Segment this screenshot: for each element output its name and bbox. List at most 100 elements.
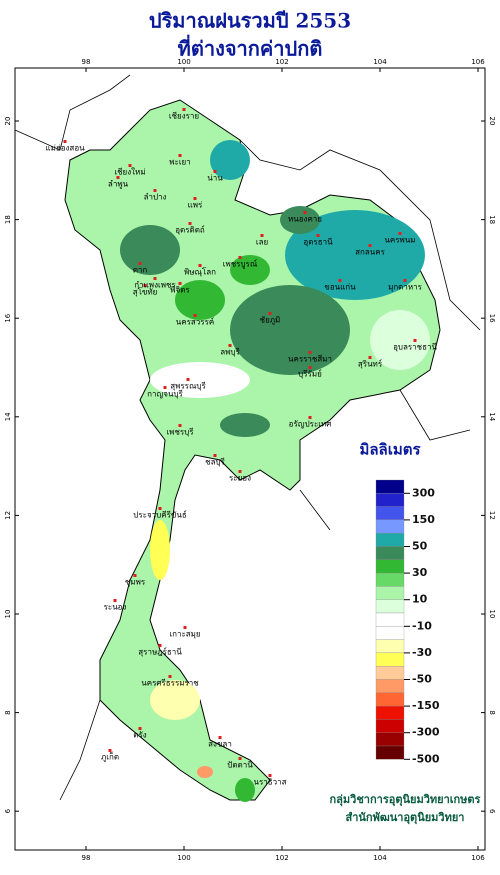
legend-swatch bbox=[375, 679, 405, 693]
place-label: ลำพูน bbox=[108, 180, 129, 190]
lat-label: 8 bbox=[488, 710, 496, 714]
legend-swatch bbox=[375, 586, 405, 600]
legend-label: 10 bbox=[412, 593, 428, 606]
credit: สำนักพัฒนาอุตุนิยมวิทยา bbox=[346, 811, 465, 825]
legend-swatch bbox=[375, 639, 405, 654]
lon-label: 104 bbox=[373, 58, 387, 66]
lat-label: 14 bbox=[4, 412, 12, 421]
place-label: นครสวรรค์ bbox=[176, 317, 214, 327]
legend-swatch bbox=[375, 719, 405, 733]
place-label: อุตรดิตถ์ bbox=[175, 225, 205, 235]
legend-label: 150 bbox=[412, 513, 435, 526]
place-label: ชลบุรี bbox=[205, 458, 225, 467]
station bbox=[193, 314, 197, 317]
station bbox=[128, 164, 132, 167]
legend-swatch bbox=[375, 745, 405, 760]
legend-swatch bbox=[375, 493, 405, 507]
place-label: ภูเก็ต bbox=[101, 752, 119, 763]
place-label: แพร่ bbox=[188, 201, 203, 210]
place-label: สกลนคร bbox=[355, 248, 385, 257]
lat-label: 6 bbox=[4, 808, 12, 813]
place-label: พิษณุโลก bbox=[184, 267, 216, 277]
place-label: ประจวบคีรีขันธ์ bbox=[133, 510, 187, 520]
place-label: ตรัง bbox=[133, 731, 146, 740]
place-label: สุพรรณบุรี bbox=[170, 382, 206, 391]
station bbox=[338, 279, 342, 282]
title: ที่ต่างจากค่าปกติ bbox=[178, 34, 323, 61]
place-label: ขอนแก่น bbox=[324, 283, 356, 292]
station bbox=[143, 284, 147, 287]
legend-swatch bbox=[375, 519, 405, 534]
station bbox=[158, 507, 162, 510]
station bbox=[238, 470, 242, 473]
place-label: ลพบุรี bbox=[220, 348, 240, 357]
legend-label: -10 bbox=[412, 619, 432, 632]
place-label: ชัยภูมิ bbox=[260, 316, 281, 326]
place-label: เพชรบูรณ์ bbox=[223, 259, 258, 270]
station bbox=[138, 262, 142, 265]
legend-swatch bbox=[375, 666, 405, 680]
lat-label: 18 bbox=[4, 215, 12, 224]
place-label: เพชรบุรี bbox=[166, 428, 194, 437]
station bbox=[153, 189, 157, 192]
station bbox=[303, 211, 307, 214]
place-label: เชียงราย bbox=[169, 112, 199, 121]
legend-swatch bbox=[375, 479, 405, 494]
station bbox=[198, 264, 202, 267]
station bbox=[153, 277, 157, 280]
legend-label: 30 bbox=[412, 566, 428, 579]
station bbox=[163, 386, 167, 389]
lat-label: 20 bbox=[488, 117, 496, 126]
station bbox=[268, 312, 272, 315]
place-label: พิจิตร bbox=[170, 286, 190, 295]
station bbox=[368, 356, 372, 359]
station bbox=[158, 644, 162, 647]
legend-swatch bbox=[375, 692, 405, 707]
title: ปริมาณฝนรวมปี 2553 bbox=[149, 9, 351, 33]
station bbox=[138, 727, 142, 730]
place-label: นราธิวาส bbox=[253, 778, 286, 787]
station bbox=[188, 222, 192, 225]
legend-swatch bbox=[375, 732, 405, 747]
station bbox=[108, 749, 112, 752]
lon-label: 102 bbox=[275, 58, 288, 66]
place-label: สงขลา bbox=[208, 740, 232, 749]
legend-swatch bbox=[375, 506, 405, 521]
legend-swatch bbox=[375, 626, 405, 640]
place-label: แม่ฮ่องสอน bbox=[45, 144, 85, 153]
legend-label: 300 bbox=[412, 486, 435, 499]
station bbox=[260, 234, 264, 237]
place-label: เลย bbox=[256, 238, 268, 247]
legend-label: -300 bbox=[412, 726, 440, 739]
station bbox=[186, 378, 190, 381]
place-label: อุบลราชธานี bbox=[393, 343, 437, 352]
legend-label: -30 bbox=[412, 646, 432, 659]
station bbox=[116, 176, 120, 179]
legend-title: มิลลิเมตร bbox=[359, 441, 421, 459]
station bbox=[316, 234, 320, 237]
place-label: ลำปาง bbox=[144, 193, 167, 202]
station bbox=[238, 256, 242, 259]
neighbor-borders bbox=[14, 74, 481, 801]
station bbox=[178, 424, 182, 427]
lat-label: 6 bbox=[488, 809, 496, 814]
lon-label: 98 bbox=[82, 58, 91, 66]
place-label: ปัตตานี bbox=[227, 761, 253, 770]
legend-swatch bbox=[375, 705, 405, 720]
station bbox=[63, 140, 67, 143]
place-label: นครราชสีมา bbox=[288, 355, 332, 364]
lon-label: 106 bbox=[471, 854, 485, 862]
lat-label: 12 bbox=[488, 511, 496, 520]
lon-label: 102 bbox=[275, 854, 288, 862]
place-label: สุโขทัย bbox=[133, 287, 158, 297]
station bbox=[413, 339, 417, 342]
lon-label: 100 bbox=[177, 854, 190, 862]
place-label: กำแพงเพชร bbox=[134, 281, 176, 290]
station bbox=[368, 244, 372, 247]
place-label: ตาก bbox=[133, 266, 148, 275]
place-label: อุดรธานี bbox=[303, 238, 333, 247]
place-label: สุรินทร์ bbox=[358, 359, 383, 369]
station bbox=[178, 154, 182, 157]
lat-label: 10 bbox=[488, 610, 496, 619]
